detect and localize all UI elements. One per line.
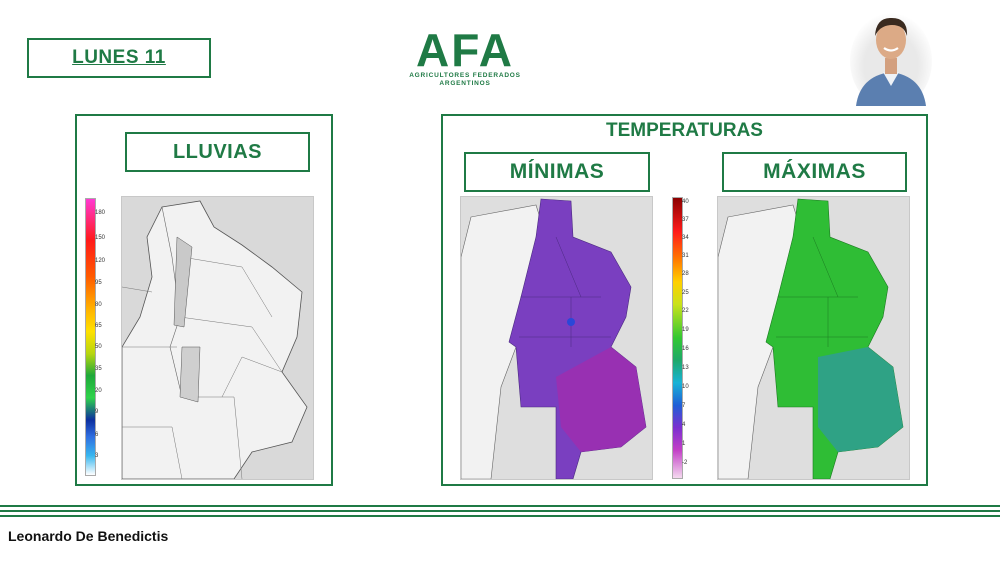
temp-scale-label: 25 — [682, 290, 689, 296]
temp-scale-label: 19 — [682, 327, 689, 333]
rain-scale-label: 80 — [95, 302, 102, 308]
rain-scale-label: 9 — [95, 409, 99, 415]
rain-scale-label: 20 — [95, 388, 102, 394]
temp-scale-label: 13 — [682, 365, 689, 371]
rain-scale-label: 3 — [95, 453, 99, 459]
temp-scale-label: -2 — [682, 460, 688, 466]
temp-scale-label: 16 — [682, 346, 689, 352]
rain-scale-label: 35 — [95, 366, 102, 372]
temp-scale-label: 34 — [682, 235, 689, 241]
min-temp-title: MÍNIMAS — [464, 152, 650, 192]
afa-logo: AFA — [400, 24, 530, 90]
presenter-name: Leonardo De Benedictis — [8, 528, 169, 544]
footer-divider — [0, 505, 1000, 507]
logo-subtitle-line-2: ARGENTINOS — [439, 80, 491, 87]
footer-divider — [0, 515, 1000, 517]
temp-scale-label: 22 — [682, 308, 689, 314]
rain-scale-label: 65 — [95, 323, 102, 329]
temp-color-scale: 40 37 34 31 28 25 22 19 16 13 10 7 4 1 -… — [671, 197, 703, 479]
svg-text:AFA: AFA — [416, 26, 514, 72]
day-label: LUNES 11 — [27, 38, 211, 78]
temp-scale-label: 40 — [682, 199, 689, 205]
rain-title: LLUVIAS — [125, 132, 310, 172]
temperature-title: TEMPERATURAS — [606, 120, 763, 141]
temp-scale-label: 37 — [682, 217, 689, 223]
rain-scale-label: 6 — [95, 432, 99, 438]
temp-color-bar — [672, 197, 683, 479]
logo-subtitle-line-1: AGRICULTORES FEDERADOS — [409, 72, 521, 79]
min-temp-map — [460, 196, 653, 480]
rain-scale-label: 95 — [95, 280, 102, 286]
footer-divider — [0, 510, 1000, 512]
temp-scale-label: 10 — [682, 384, 689, 390]
logo-subtitle: AGRICULTORES FEDERADOS ARGENTINOS — [400, 72, 530, 88]
rain-map — [121, 196, 314, 480]
rain-scale-label: 180 — [95, 210, 106, 216]
rain-color-scale: 180 150 120 95 80 65 50 35 20 9 6 3 — [84, 198, 114, 476]
temp-scale-label: 31 — [682, 253, 689, 259]
max-temp-title: MÁXIMAS — [722, 152, 907, 192]
rain-scale-label: 50 — [95, 344, 102, 350]
rain-color-bar — [85, 198, 96, 476]
rain-scale-label: 150 — [95, 235, 106, 241]
max-temp-map — [717, 196, 910, 480]
temp-scale-label: 7 — [682, 403, 686, 409]
temp-scale-label: 4 — [682, 422, 686, 428]
presenter-avatar — [850, 6, 932, 109]
temp-scale-label: 28 — [682, 271, 689, 277]
temp-scale-label: 1 — [682, 441, 686, 447]
rain-scale-label: 120 — [95, 258, 106, 264]
